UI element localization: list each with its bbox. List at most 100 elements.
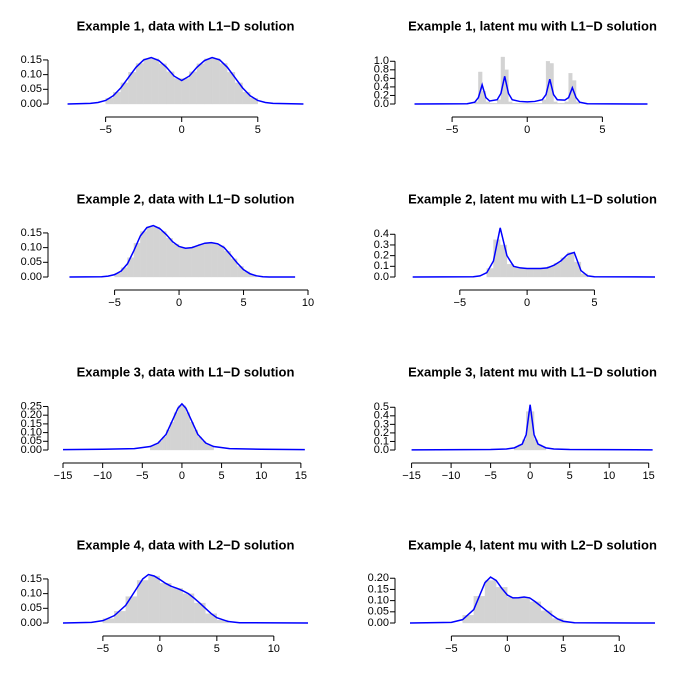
histogram-bar	[135, 63, 144, 105]
histogram-bar	[527, 102, 532, 105]
histogram-bar	[489, 102, 494, 105]
histogram-bar	[530, 102, 535, 105]
y-tick-label: 0.3	[374, 239, 389, 251]
histogram-bar	[196, 63, 205, 105]
histogram-bar	[500, 244, 508, 278]
y-tick-label: 0.0	[374, 98, 389, 110]
histogram-bar	[140, 231, 147, 278]
histogram-bar	[211, 243, 218, 278]
chart-title: Example 1, latent mu with L1−D solution	[408, 18, 657, 33]
histogram-bar	[211, 58, 220, 105]
y-tick-label: 0.10	[21, 69, 42, 81]
histogram-bar	[198, 243, 205, 278]
histogram-bar	[540, 268, 548, 278]
density-line	[62, 573, 309, 624]
x-tick-label: 10	[302, 297, 314, 309]
x-tick-label: −5	[108, 297, 121, 309]
histogram-bar	[533, 268, 541, 278]
histogram-bar	[219, 63, 228, 105]
y-tick-label: 0.00	[21, 271, 42, 283]
chart-title: Example 4, data with L2−D solution	[77, 537, 295, 552]
histogram-bar	[114, 611, 126, 624]
density-line	[412, 227, 656, 278]
histogram-bar	[560, 102, 565, 105]
x-tick-label: 5	[240, 297, 246, 309]
y-tick-label: 0.2	[374, 250, 389, 262]
histogram-bar	[542, 99, 547, 105]
histogram-bar	[217, 245, 225, 278]
histogram-bar	[549, 63, 554, 105]
x-tick-label: 5	[560, 643, 566, 655]
histogram-bar	[497, 99, 502, 105]
histogram-bar	[534, 102, 539, 105]
histogram-bar	[182, 593, 195, 624]
chart-title: Example 2, data with L1−D solution	[77, 191, 295, 206]
histogram-bar	[166, 238, 173, 278]
y-tick-label: 0.10	[21, 426, 42, 438]
x-tick-label: 5	[214, 643, 220, 655]
x-tick-label: −10	[93, 470, 112, 482]
y-tick-label: 0.05	[21, 256, 42, 268]
chart-title: Example 2, latent mu with L1−D solution	[408, 191, 657, 206]
y-tick-label: 0.20	[21, 409, 42, 421]
y-tick-label: 0.15	[21, 418, 42, 430]
x-tick-label: 0	[179, 124, 185, 136]
histogram-bar	[512, 102, 517, 105]
y-tick-label: 0.00	[21, 617, 42, 629]
x-tick-label: 0	[176, 297, 182, 309]
y-tick-label: 0.2	[374, 427, 389, 439]
histogram-bar	[538, 102, 543, 105]
histogram-bar	[519, 102, 524, 105]
y-tick-label: 0.8	[374, 64, 389, 76]
histogram-bar	[178, 247, 186, 278]
histogram-bar	[523, 102, 528, 105]
histogram-bar	[564, 101, 569, 105]
y-tick-label: 0.10	[21, 588, 42, 600]
chart-title: Example 4, latent mu with L2−D solution	[408, 537, 657, 552]
density-line	[411, 404, 653, 451]
y-tick-label: 0.15	[21, 573, 42, 585]
x-tick-label: −10	[442, 470, 461, 482]
y-tick-label: 0.4	[374, 410, 389, 422]
y-tick-label: 0.3	[374, 418, 389, 430]
density-line	[69, 224, 296, 278]
y-tick-label: 0.1	[374, 260, 389, 272]
histogram-bar	[143, 58, 152, 105]
y-tick-label: 0.15	[21, 54, 42, 66]
histogram-bar	[146, 226, 154, 278]
y-tick-label: 0.20	[368, 572, 389, 584]
y-tick-label: 0.00	[21, 444, 42, 456]
histogram-bar	[158, 63, 167, 105]
density-line	[414, 76, 648, 105]
histogram-bar	[173, 78, 182, 105]
histogram-bar	[171, 588, 183, 624]
histogram-bar	[473, 595, 486, 624]
histogram-bar	[159, 231, 167, 278]
histogram-bar	[526, 268, 534, 278]
x-tick-label: 10	[255, 470, 267, 482]
x-tick-label: 5	[567, 470, 573, 482]
histogram-bar	[518, 597, 530, 624]
density-line	[409, 576, 656, 624]
x-tick-label: −5	[136, 470, 149, 482]
x-tick-label: 5	[591, 297, 597, 309]
histogram-bar	[181, 405, 187, 451]
histogram-bar	[520, 268, 528, 278]
x-tick-label: 5	[219, 470, 225, 482]
histogram-bar	[125, 596, 138, 624]
y-tick-label: 0.5	[374, 401, 389, 413]
x-tick-label: 0	[524, 124, 530, 136]
x-tick-label: 0	[179, 470, 185, 482]
y-tick-label: 0.4	[374, 228, 389, 240]
x-tick-label: 0	[504, 643, 510, 655]
histogram-bar	[204, 242, 212, 278]
chart-title: Example 3, latent mu with L1−D solution	[408, 364, 657, 379]
histogram-bar	[557, 102, 562, 105]
y-tick-label: 0.0	[374, 444, 389, 456]
x-tick-label: 10	[603, 470, 615, 482]
histogram-bar	[567, 252, 575, 278]
histogram-bar	[151, 58, 160, 105]
histogram-bar	[204, 58, 213, 105]
histogram-bar	[553, 101, 558, 105]
